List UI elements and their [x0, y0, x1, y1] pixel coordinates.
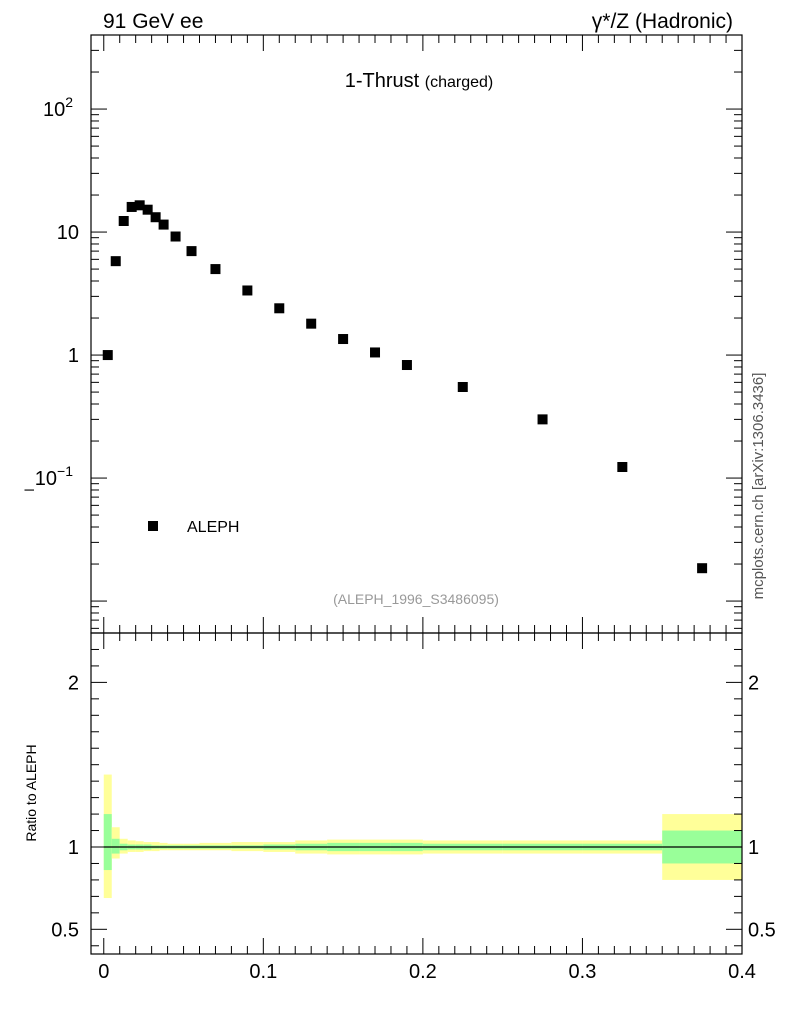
- data-point: [306, 318, 317, 329]
- main-y-tick-label: 1: [68, 345, 79, 367]
- data-point: [150, 212, 161, 223]
- data-point: [170, 231, 181, 242]
- data-point: [118, 215, 129, 226]
- x-tick-label: 0.1: [249, 961, 277, 983]
- data-point: [338, 334, 349, 345]
- data-point: [401, 360, 412, 371]
- data-point: [134, 200, 145, 211]
- header-left: 91 GeV ee: [103, 10, 203, 33]
- data-point: [370, 347, 381, 358]
- x-tick-label: 0: [98, 961, 109, 983]
- x-tick-label: 0.4: [728, 961, 756, 983]
- ratio-y-tick-label-left: 1: [68, 837, 79, 859]
- data-point: [457, 381, 468, 392]
- main-title-sub: (charged): [425, 74, 493, 91]
- main-frame: [90, 34, 743, 634]
- main-ylabel: l: [22, 488, 37, 491]
- x-tick-labels: 0 0.1 0.2 0.3 0.4: [98, 961, 756, 983]
- main-y-tick-label: 10: [57, 222, 79, 244]
- main-title-text: 1-Thrust: [345, 70, 420, 92]
- data-point: [697, 563, 708, 574]
- main-y-tick-base: 10: [43, 99, 65, 121]
- legend-label: ALEPH: [187, 519, 239, 536]
- main-title: 1-Thrust (charged): [345, 70, 494, 92]
- ratio-ticks: 2 2 1 1 0.5 0.5: [51, 633, 776, 954]
- main-y-tick-exp: 2: [65, 94, 73, 110]
- data-point: [126, 201, 137, 212]
- data-point: [158, 219, 169, 230]
- ratio-ylabel: Ratio to ALEPH: [23, 744, 39, 841]
- ratio-y-tick-label-left: 0.5: [51, 919, 79, 941]
- ratio-y-tick-label-right: 2: [748, 672, 759, 694]
- data-point: [242, 285, 253, 296]
- data-point: [617, 462, 628, 473]
- data-point: [186, 246, 197, 257]
- data-point: [537, 414, 548, 425]
- main-y-tick-base: 10: [35, 468, 57, 490]
- data-point: [274, 303, 285, 314]
- header-right: γ*/Z (Hadronic): [592, 10, 733, 33]
- legend-marker: [148, 521, 158, 531]
- main-markers: [102, 200, 708, 574]
- main-y-tick-label: 10−1: [35, 463, 73, 490]
- x-tick-label: 0.3: [569, 961, 597, 983]
- ratio-frame: [90, 632, 743, 955]
- legend: ALEPH: [148, 519, 239, 536]
- ratio-y-tick-label-left: 2: [68, 672, 79, 694]
- x-tick-label: 0.2: [409, 961, 437, 983]
- data-point: [210, 264, 221, 275]
- main-y-tick-exp: −1: [57, 463, 73, 479]
- ratio-inner-band: [111, 838, 120, 854]
- data-point: [142, 204, 153, 215]
- data-point: [102, 350, 113, 361]
- main-y-tick-label: 102: [43, 94, 73, 121]
- ratio-y-tick-label-right: 1: [748, 837, 759, 859]
- ratio-y-tick-label-right: 0.5: [748, 919, 776, 941]
- ratio-panel: 2 2 1 1 0.5 0.5 Ratio to ALEPH 0 0.1 0.2 0.3 0.4: [23, 632, 776, 983]
- ratio-inner-band: [103, 814, 112, 871]
- main-footnote: (ALEPH_1996_S3486095): [333, 591, 499, 607]
- ratio-bands: [103, 774, 742, 899]
- side-label: mcplots.cern.ch [arXiv:1306.3436]: [750, 373, 767, 600]
- data-point: [110, 256, 121, 267]
